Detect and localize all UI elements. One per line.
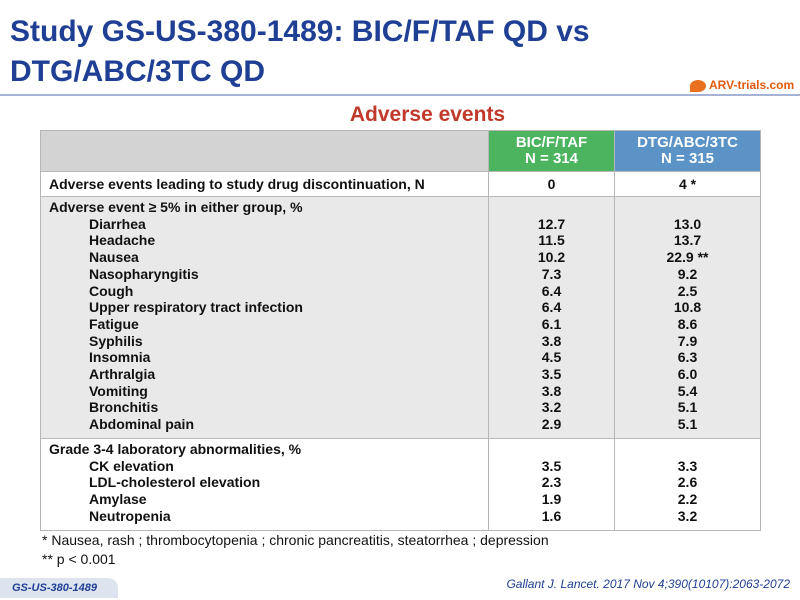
ae-dtg-value: 6.3 (677, 349, 698, 366)
ae-bic-value: 10.2 (537, 249, 566, 266)
ae-bic-value: 3.8 (541, 332, 562, 349)
ae-dtg-value: 2.5 (677, 282, 698, 299)
ae-dtg-value: 5.1 (677, 416, 698, 433)
ae-dtg-value: 5.4 (677, 382, 698, 399)
ae-bic-value: 3.8 (541, 382, 562, 399)
ae-bic-value: 11.5 (538, 232, 565, 249)
citation: Gallant J. Lancet. 2017 Nov 4;390(10107)… (506, 577, 790, 591)
ae-bic-value: 12.7 (537, 215, 566, 232)
lab-bic-cell: 3.5 2.3 1.9 1.6 (488, 438, 615, 531)
ae-dtg-value: 8.6 (677, 315, 698, 332)
header-dtg-name: DTG/ABC/3TC (637, 134, 738, 151)
ae-item-label: Arthralgia (89, 366, 156, 383)
footnote-pvalue: ** p < 0.001 (42, 551, 116, 567)
ae-item-label: Diarrhea (89, 215, 146, 232)
header-bic-n: N = 314 (525, 150, 578, 167)
ae-dtg-value: 6.0 (677, 366, 698, 383)
ae-dtg-value: 22.9 ** (666, 249, 709, 266)
ae-bic-value: 6.1 (541, 315, 562, 332)
ae-bic-value: 6.4 (541, 282, 562, 299)
adverse-events-table: BIC/F/TAF N = 314 DTG/ABC/3TC N = 315 Ad… (40, 130, 761, 531)
ae-dtg-cell: 13.0 13.7 22.9 ** 9.2 2.5 10.8 8.6 7.9 6… (614, 196, 761, 439)
ae-section-heading: Adverse event ≥ 5% in either group, % (49, 199, 303, 215)
lab-bic-value: 1.6 (541, 507, 562, 524)
header-empty-cell (40, 130, 489, 172)
lab-bic-value: 3.5 (541, 457, 562, 474)
ae-bic-value: 3.2 (541, 399, 562, 416)
lab-bic-value: 2.3 (541, 474, 562, 491)
lab-label-cell: Grade 3-4 laboratory abnormalities, % CK… (40, 438, 489, 531)
ae-bic-value: 3.5 (541, 366, 562, 383)
discontinuation-label: Adverse events leading to study drug dis… (40, 171, 489, 197)
site-logo: ARV-trials.com (690, 78, 794, 92)
slide-title: Study GS-US-380-1489: BIC/F/TAF QD vs DT… (10, 15, 590, 88)
ae-bic-value: 6.4 (541, 299, 562, 316)
lab-item-label: Neutropenia (89, 507, 171, 524)
ae-bic-value: 4.5 (541, 349, 562, 366)
lab-section-row: Grade 3-4 laboratory abnormalities, % CK… (40, 438, 761, 531)
footnote-discontinuation: * Nausea, rash ; thrombocytopenia ; chro… (42, 532, 549, 548)
discontinuation-bic: 0 (488, 171, 615, 197)
ae-dtg-value: 9.2 (677, 265, 698, 282)
section-subtitle: Adverse events (349, 103, 506, 126)
logo-icon (690, 79, 706, 92)
ae-dtg-value: 5.1 (677, 399, 698, 416)
lab-item-label: Amylase (89, 491, 147, 508)
ae-dtg-value: 7.9 (677, 332, 698, 349)
ae-item-label: Vomiting (89, 382, 148, 399)
ae-bic-value: 2.9 (541, 416, 562, 433)
header-dtg-column: DTG/ABC/3TC N = 315 (614, 130, 761, 172)
header-bic-name: BIC/F/TAF (515, 134, 588, 151)
header-bic-column: BIC/F/TAF N = 314 (488, 130, 615, 172)
lab-dtg-value: 2.6 (677, 474, 698, 491)
table-header-row: BIC/F/TAF N = 314 DTG/ABC/3TC N = 315 (40, 130, 761, 172)
lab-bic-value: 1.9 (541, 491, 562, 508)
lab-dtg-value: 3.3 (677, 457, 698, 474)
ae-bic-cell: 12.7 11.5 10.2 7.3 6.4 6.4 6.1 3.8 4.5 3… (488, 196, 615, 439)
ae-item-label: Bronchitis (89, 399, 159, 416)
lab-item-label: LDL-cholesterol elevation (89, 474, 261, 491)
study-badge: GS-US-380-1489 (0, 578, 118, 598)
header-dtg-n: N = 315 (661, 150, 714, 167)
lab-dtg-value: 2.2 (677, 491, 698, 508)
ae-item-label: Headache (89, 232, 156, 249)
ae-item-label: Syphilis (89, 332, 143, 349)
lab-section-heading: Grade 3-4 laboratory abnormalities, % (49, 441, 302, 457)
logo-text: ARV-trials.com (709, 78, 795, 92)
ae-bic-value: 7.3 (541, 265, 562, 282)
ae-item-label: Nausea (89, 249, 139, 266)
lab-item-label: CK elevation (89, 457, 174, 474)
ae-item-label: Nasopharyngitis (89, 265, 199, 282)
ae-item-label: Insomnia (89, 349, 151, 366)
ae-dtg-value: 13.7 (673, 232, 702, 249)
discontinuation-row: Adverse events leading to study drug dis… (40, 171, 761, 197)
lab-dtg-value: 3.2 (677, 507, 698, 524)
ae-section-row: Adverse event ≥ 5% in either group, % Di… (40, 196, 761, 439)
ae-label-cell: Adverse event ≥ 5% in either group, % Di… (40, 196, 489, 439)
ae-item-label: Abdominal pain (89, 416, 194, 433)
lab-dtg-cell: 3.3 2.6 2.2 3.2 (614, 438, 761, 531)
ae-item-label: Fatigue (89, 315, 139, 332)
ae-dtg-value: 13.0 (673, 215, 702, 232)
ae-item-label: Upper respiratory tract infection (89, 299, 303, 316)
ae-item-label: Cough (89, 282, 134, 299)
ae-dtg-value: 10.8 (673, 299, 702, 316)
discontinuation-dtg: 4 * (614, 171, 761, 197)
title-divider (0, 94, 800, 96)
